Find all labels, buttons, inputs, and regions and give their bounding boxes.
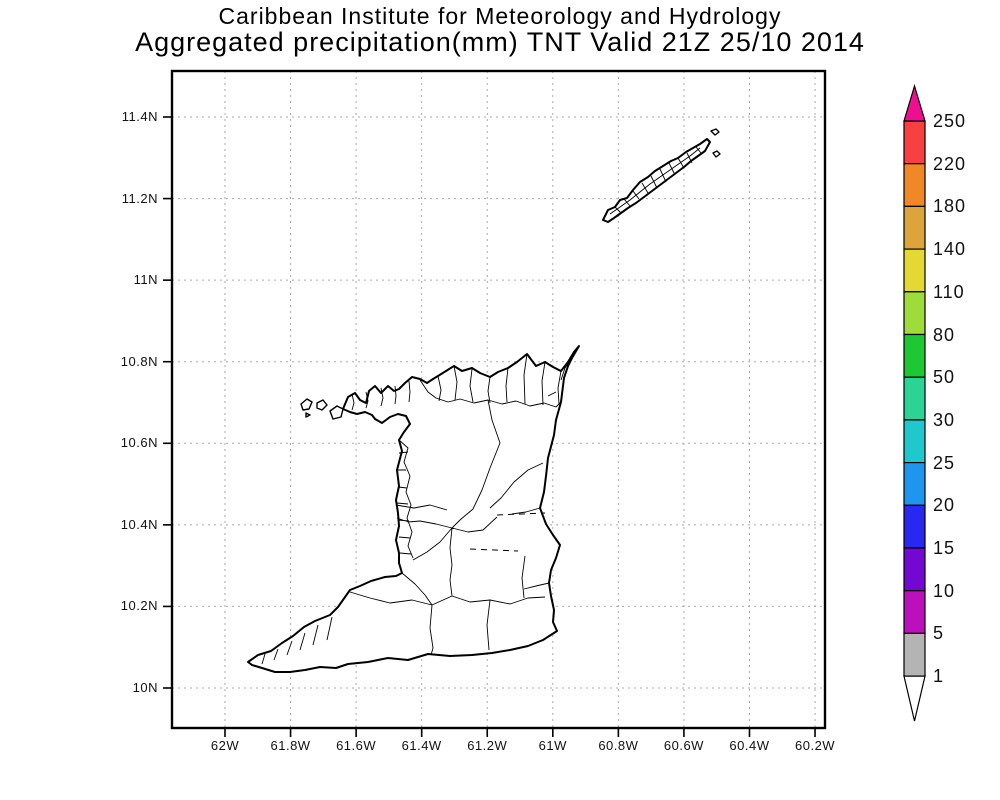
x-tick-label: 61W (538, 738, 567, 753)
x-tick-label: 60.4W (729, 738, 770, 753)
colorbar-tick-label: 180 (933, 196, 967, 217)
colorbar-segment (903, 376, 926, 421)
colorbar-arrow-bottom (903, 675, 926, 722)
colorbar-tick-label: 110 (933, 281, 965, 302)
x-tick-label: 61.8W (270, 738, 311, 753)
colorbar-tick-label: 30 (933, 409, 956, 430)
colorbar-segment (903, 205, 926, 250)
colorbar-tick-label: 250 (933, 111, 967, 131)
colorbar-segment (903, 333, 926, 378)
colorbar-segment (903, 462, 926, 506)
x-tick-label: 60.8W (598, 738, 639, 753)
x-tick-label: 60.2W (794, 738, 836, 753)
y-tick-label: 10.8N (120, 353, 158, 369)
plot-frame (170, 69, 827, 730)
island-trinidad (247, 345, 580, 673)
y-tick-label: 11N (133, 272, 158, 288)
title-block: Caribbean Institute for Meteorology and … (0, 3, 1000, 58)
y-tick-label: 10.4N (120, 516, 158, 532)
colorbar-tick-label: 20 (933, 495, 956, 516)
trinidad-coastline (247, 345, 580, 673)
trinidad-dashed-boundary (469, 512, 546, 552)
colorbar-segment (903, 590, 926, 635)
colorbar-segment (903, 504, 926, 549)
colorbar-tick-label: 220 (933, 153, 967, 174)
tobago-admin-boundaries (609, 146, 702, 215)
axis-tick-marks (163, 116, 816, 737)
y-tick-label: 10.6N (120, 435, 158, 451)
colorbar-segment (903, 419, 926, 464)
y-tick-label: 11.2N (121, 190, 158, 206)
colorbar-segment (903, 163, 926, 207)
offshore-islets (300, 128, 721, 420)
colorbar-tick-label: 10 (933, 580, 956, 601)
x-tick-label: 61.6W (336, 738, 377, 753)
colorbar (903, 83, 926, 722)
colorbar-tick-label: 15 (933, 538, 956, 558)
y-tick-label: 10.2N (120, 598, 158, 614)
x-tick-label: 61.2W (467, 738, 508, 753)
colorbar-tick-label: 1 (933, 666, 945, 687)
trinidad-admin-boundaries (261, 353, 573, 665)
x-tick-label: 60.6W (663, 738, 704, 753)
colorbar-segment (903, 547, 926, 592)
x-tick-label: 62W (210, 738, 240, 753)
y-tick-label: 10N (132, 679, 158, 695)
page-title-product: Aggregated precipitation(mm) TNT Valid 2… (135, 27, 865, 58)
colorbar-arrow-top (903, 83, 926, 122)
colorbar-segment (903, 291, 926, 336)
colorbar-segment (903, 120, 926, 165)
tobago-coastline (602, 138, 711, 223)
colorbar-tick-label: 50 (933, 367, 956, 388)
page-title-institute: Caribbean Institute for Meteorology and … (218, 3, 782, 29)
colorbar-tick-label: 5 (933, 623, 945, 644)
colorbar-segment (903, 248, 926, 293)
colorbar-tick-label: 80 (933, 324, 956, 345)
colorbar-tick-label: 25 (933, 452, 956, 473)
x-tick-label: 61.4W (401, 738, 442, 753)
y-tick-label: 11.4N (121, 109, 158, 124)
colorbar-tick-label: 140 (933, 239, 967, 260)
colorbar-segment (903, 632, 926, 677)
island-tobago (602, 138, 711, 223)
